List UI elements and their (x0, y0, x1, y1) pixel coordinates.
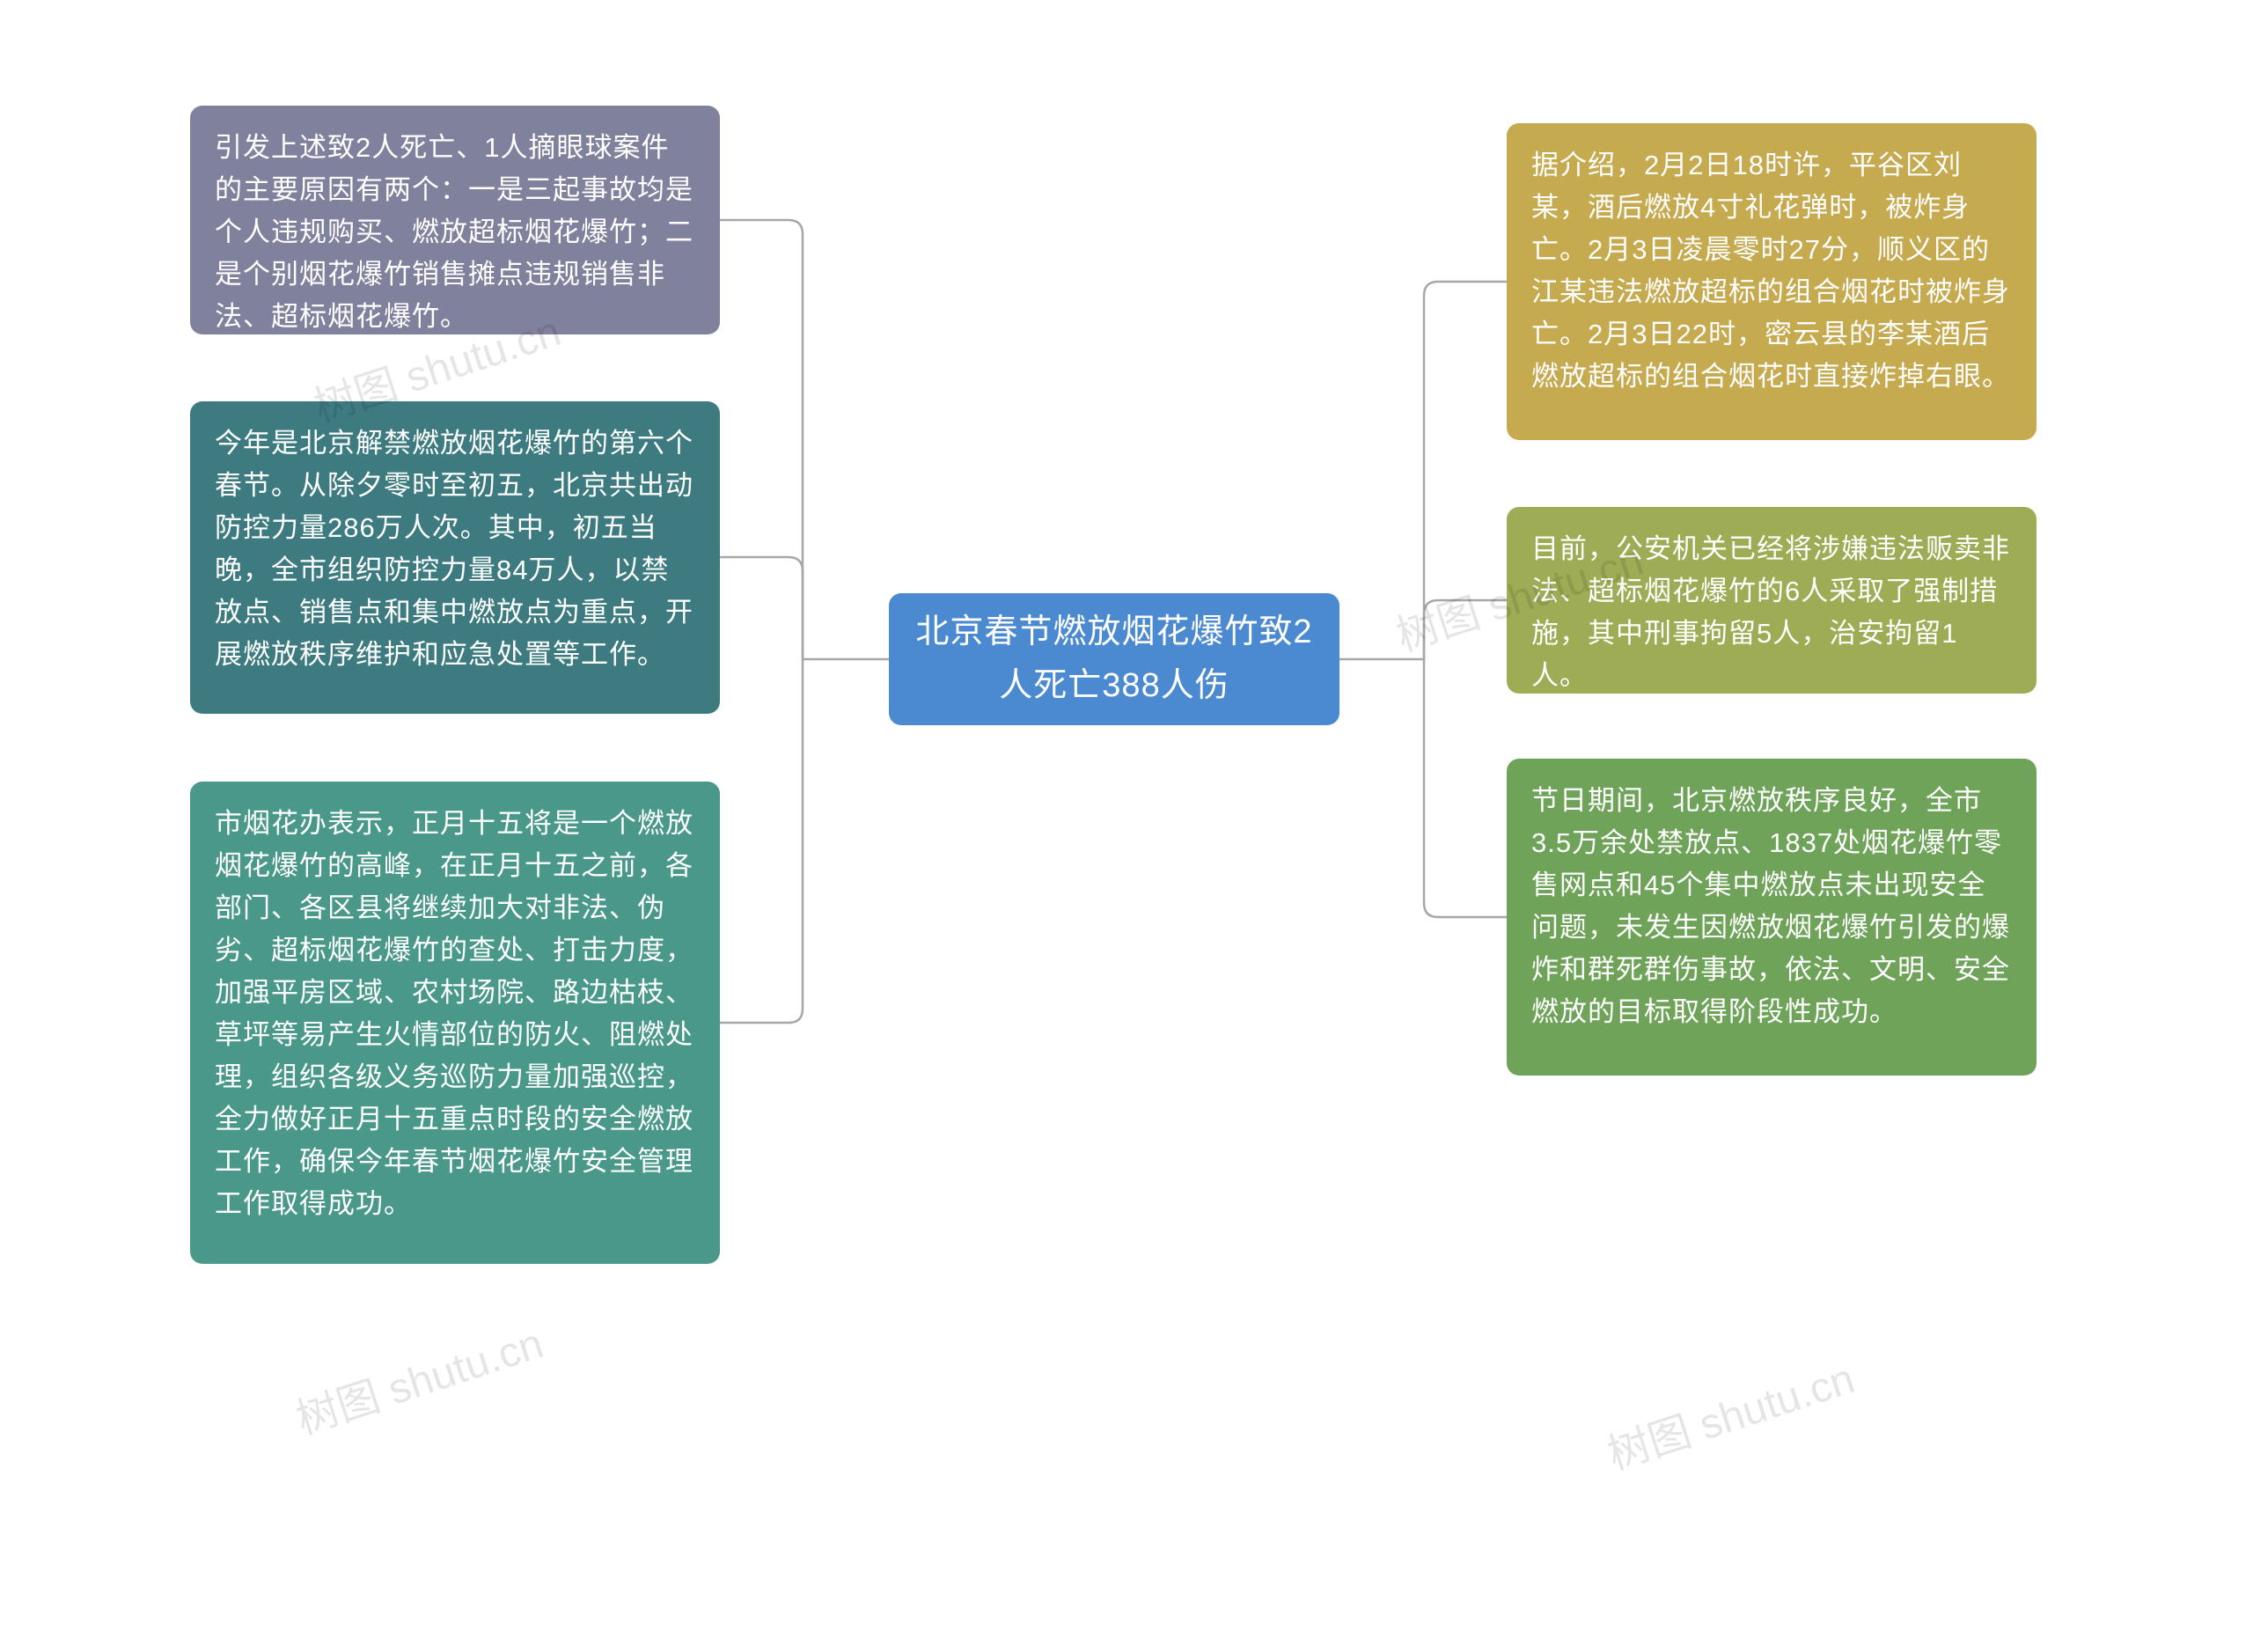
watermark: 树图 shutu.cn (1598, 1344, 1860, 1481)
right-node-3[interactable]: 节日期间，北京燃放秩序良好，全市3.5万余处禁放点、1837处烟花爆竹零售网点和… (1507, 759, 2037, 1076)
left-node-2[interactable]: 今年是北京解禁燃放烟花爆竹的第六个春节。从除夕零时至初五，北京共出动防控力量28… (190, 401, 720, 714)
mindmap-canvas: 北京春节燃放烟花爆竹致2人死亡388人伤 引发上述致2人死亡、1人摘眼球案件的主… (0, 0, 2253, 1652)
center-node[interactable]: 北京春节燃放烟花爆竹致2人死亡388人伤 (889, 593, 1339, 725)
left-node-3[interactable]: 市烟花办表示，正月十五将是一个燃放烟花爆竹的高峰，在正月十五之前，各部门、各区县… (190, 782, 720, 1264)
right-node-2[interactable]: 目前，公安机关已经将涉嫌违法贩卖非法、超标烟花爆竹的6人采取了强制措施，其中刑事… (1507, 507, 2037, 694)
left-node-1[interactable]: 引发上述致2人死亡、1人摘眼球案件的主要原因有两个：一是三起事故均是个人违规购买… (190, 106, 720, 334)
right-node-1[interactable]: 据介绍，2月2日18时许，平谷区刘某，酒后燃放4寸礼花弹时，被炸身亡。2月3日凌… (1507, 123, 2037, 440)
watermark: 树图 shutu.cn (287, 1309, 549, 1446)
